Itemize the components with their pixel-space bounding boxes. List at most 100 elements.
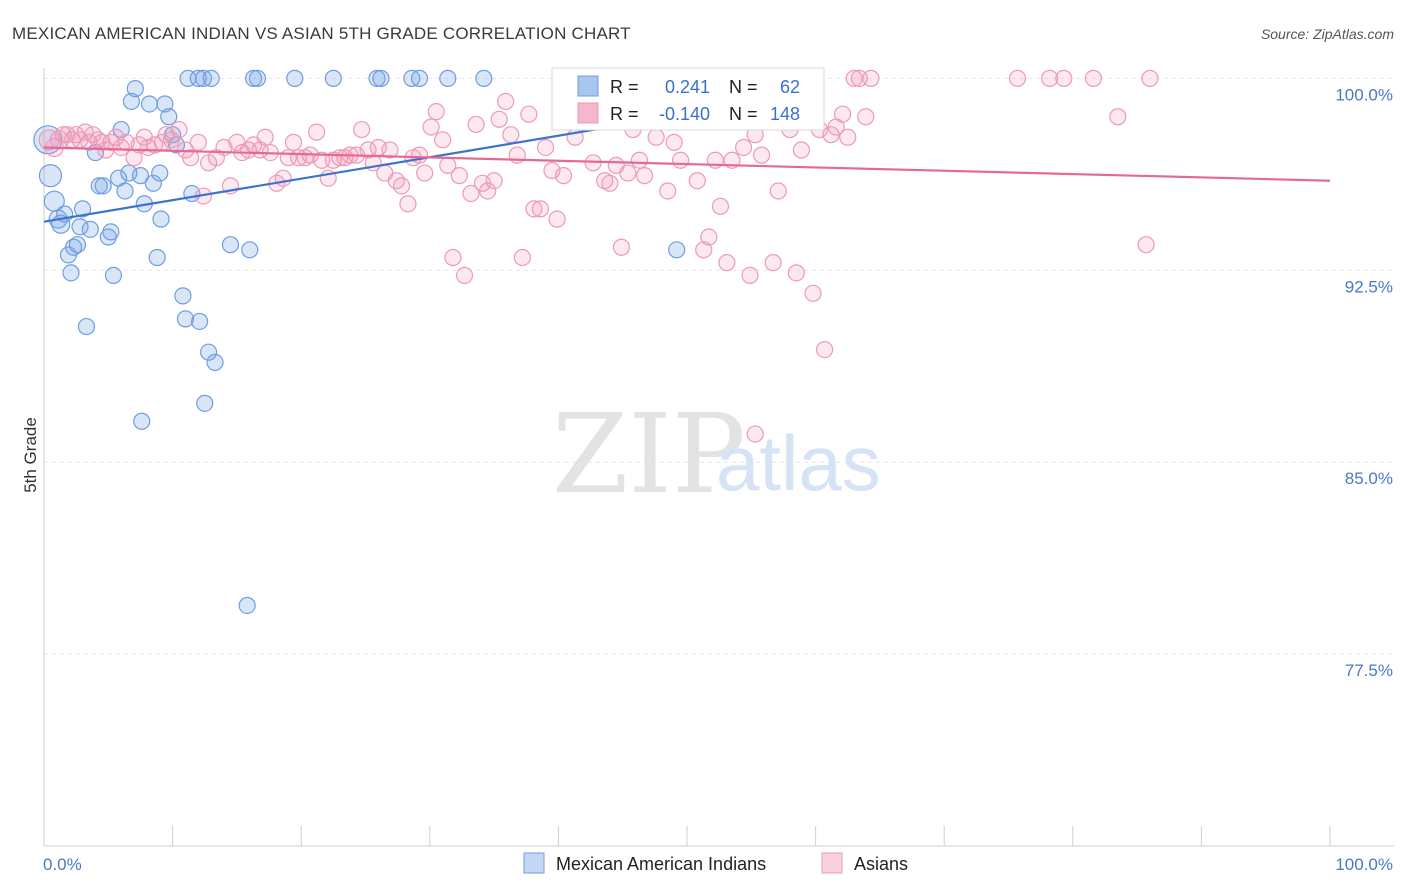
legend-r-label-1: R = <box>610 77 639 97</box>
point-asians-115 <box>688 172 706 190</box>
y-tick-label-2: 85.0% <box>1345 469 1393 488</box>
series-mexican-american-indians <box>33 69 686 615</box>
point-asians-3 <box>54 126 72 144</box>
point-mexican-american-indians-59 <box>410 69 429 87</box>
point-mexican-american-indians-31 <box>148 248 166 267</box>
y-tick-label-0: 100.0% <box>1335 85 1393 104</box>
correlation-legend: R = 0.241 N = 62 R = -0.140 N = 148 <box>551 67 825 131</box>
point-mexican-american-indians-13 <box>81 220 99 238</box>
point-asians-149 <box>1055 69 1073 87</box>
point-mexican-american-indians-11 <box>73 200 92 218</box>
point-asians-126 <box>752 146 771 164</box>
series-legend-swatch-blue <box>523 852 545 874</box>
series-legend-label-pink: Asians <box>854 854 908 874</box>
legend-n-value-2: 148 <box>770 104 800 124</box>
point-asians-15 <box>107 128 125 146</box>
legend-r-label-2: R = <box>610 104 639 124</box>
point-asians-108 <box>647 128 665 146</box>
point-asians-128 <box>764 254 782 272</box>
legend-r-value-1: 0.241 <box>665 77 710 97</box>
point-asians-86 <box>520 105 538 123</box>
point-mexican-american-indians-39 <box>176 310 195 328</box>
point-mexican-american-indians-46 <box>200 343 218 361</box>
point-asians-63 <box>387 172 405 190</box>
point-mexican-american-indians-19 <box>104 266 123 285</box>
point-asians-73 <box>444 248 462 267</box>
series-legend-swatch-pink <box>821 852 843 874</box>
x-tick-label-max: 100.0% <box>1335 855 1393 874</box>
chart-title: MEXICAN AMERICAN INDIAN VS ASIAN 5TH GRA… <box>12 24 631 43</box>
point-mexican-american-indians-9 <box>68 236 87 254</box>
point-asians-29 <box>189 133 207 151</box>
axes <box>43 68 1394 847</box>
point-asians-45 <box>284 133 303 151</box>
series-legend: Mexican American Indians Asians <box>523 852 908 874</box>
point-asians-58 <box>359 141 377 159</box>
point-asians-43 <box>274 169 292 187</box>
point-asians-147 <box>1008 69 1027 87</box>
x-tick-label-min: 0.0% <box>43 855 82 874</box>
point-mexican-american-indians-60 <box>439 69 457 87</box>
y-tick-label-3: 77.5% <box>1345 661 1393 680</box>
legend-r-value-2: -0.140 <box>659 104 710 124</box>
point-asians-124 <box>741 266 759 285</box>
point-asians-117 <box>700 228 718 246</box>
point-mexican-american-indians-12 <box>77 317 96 336</box>
point-mexican-american-indians-28 <box>133 412 151 430</box>
point-mexican-american-indians-43 <box>191 312 209 331</box>
point-asians-129 <box>769 182 787 200</box>
point-asians-110 <box>659 182 677 200</box>
point-mexican-american-indians-34 <box>156 95 174 113</box>
point-mexican-american-indians-55 <box>324 69 342 87</box>
point-asians-69 <box>422 118 440 136</box>
point-mexican-american-indians-49 <box>221 236 240 254</box>
point-mexican-american-indians-25 <box>126 80 144 98</box>
point-mexican-american-indians-15 <box>90 177 108 195</box>
point-asians-16 <box>112 138 130 157</box>
point-asians-146 <box>746 425 764 443</box>
point-asians-151 <box>1109 108 1127 126</box>
point-mexican-american-indians-57 <box>372 69 390 87</box>
y-tick-label-1: 92.5% <box>1345 277 1393 296</box>
point-asians-57 <box>353 120 371 139</box>
y-axis-label: 5th Grade <box>21 417 40 493</box>
point-asians-82 <box>497 92 515 111</box>
point-asians-120 <box>718 254 736 272</box>
point-asians-68 <box>416 164 434 182</box>
point-asians-152 <box>1137 236 1155 254</box>
point-asians-83 <box>502 126 520 144</box>
point-asians-49 <box>308 123 326 141</box>
point-asians-40 <box>256 128 274 146</box>
point-asians-71 <box>434 131 452 149</box>
series-legend-label-blue: Mexican American Indians <box>556 854 766 874</box>
point-asians-103 <box>619 164 637 182</box>
legend-n-value-1: 62 <box>780 77 800 97</box>
point-mexican-american-indians-18 <box>102 223 120 241</box>
point-asians-79 <box>479 182 497 200</box>
point-mexican-american-indians-33 <box>152 210 170 228</box>
point-mexican-american-indians-53 <box>248 69 267 87</box>
point-asians-92 <box>554 167 573 185</box>
point-asians-141 <box>839 128 857 146</box>
point-asians-77 <box>467 115 485 134</box>
point-asians-85 <box>513 248 531 267</box>
point-asians-80 <box>485 172 503 190</box>
point-mexican-american-indians-50 <box>238 596 256 615</box>
point-mexican-american-indians-48 <box>206 353 224 371</box>
point-mexican-american-indians-38 <box>174 287 192 305</box>
chart-source: Source: ZipAtlas.com <box>1261 26 1394 42</box>
point-asians-105 <box>630 151 649 169</box>
y-tick-labels: 100.0% 92.5% 85.0% 77.5% <box>1335 85 1393 680</box>
watermark: ZIP atlas <box>552 390 881 518</box>
trend-line-asians <box>43 146 1331 182</box>
point-asians-111 <box>665 133 683 151</box>
point-mexican-american-indians-51 <box>241 241 259 259</box>
point-mexican-american-indians-56 <box>368 69 386 87</box>
point-asians-53 <box>331 149 349 167</box>
point-mexican-american-indians-7 <box>62 264 80 282</box>
point-asians-65 <box>399 195 417 213</box>
point-asians-142 <box>845 69 863 87</box>
point-asians-112 <box>671 151 690 169</box>
point-asians-135 <box>804 284 822 302</box>
